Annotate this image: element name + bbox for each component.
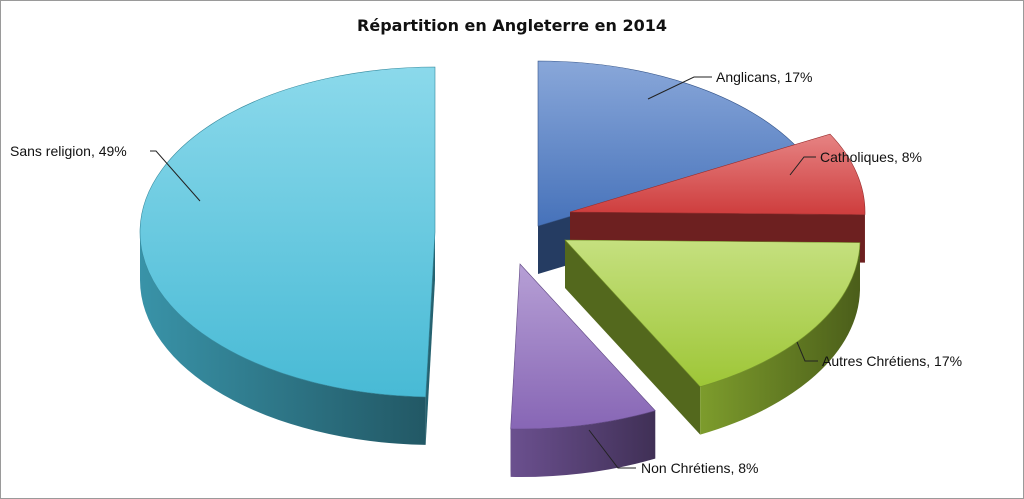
data-label-autres-chrétiens: Autres Chrétiens, 17% (822, 353, 962, 369)
pie-slice-sans-religion (139, 66, 436, 445)
data-label-non-chrétiens: Non Chrétiens, 8% (641, 460, 759, 476)
pie-slice-autres-chrétiens (564, 239, 861, 435)
leader-line-non-chrétiens (588, 429, 636, 469)
data-label-anglicans: Anglicans, 17% (716, 69, 813, 85)
data-label-sans-religion: Sans religion, 49% (10, 143, 127, 159)
leader-line-sans-religion (150, 150, 201, 202)
chart-title: Répartition en Angleterre en 2014 (357, 16, 667, 35)
leader-line-catholiques (789, 156, 816, 176)
data-label-catholiques: Catholiques, 8% (820, 149, 922, 165)
leader-line-autres-chrétiens (796, 341, 818, 362)
pie-slice-non-chrétiens (510, 263, 656, 478)
leader-line-anglicans (647, 76, 712, 100)
